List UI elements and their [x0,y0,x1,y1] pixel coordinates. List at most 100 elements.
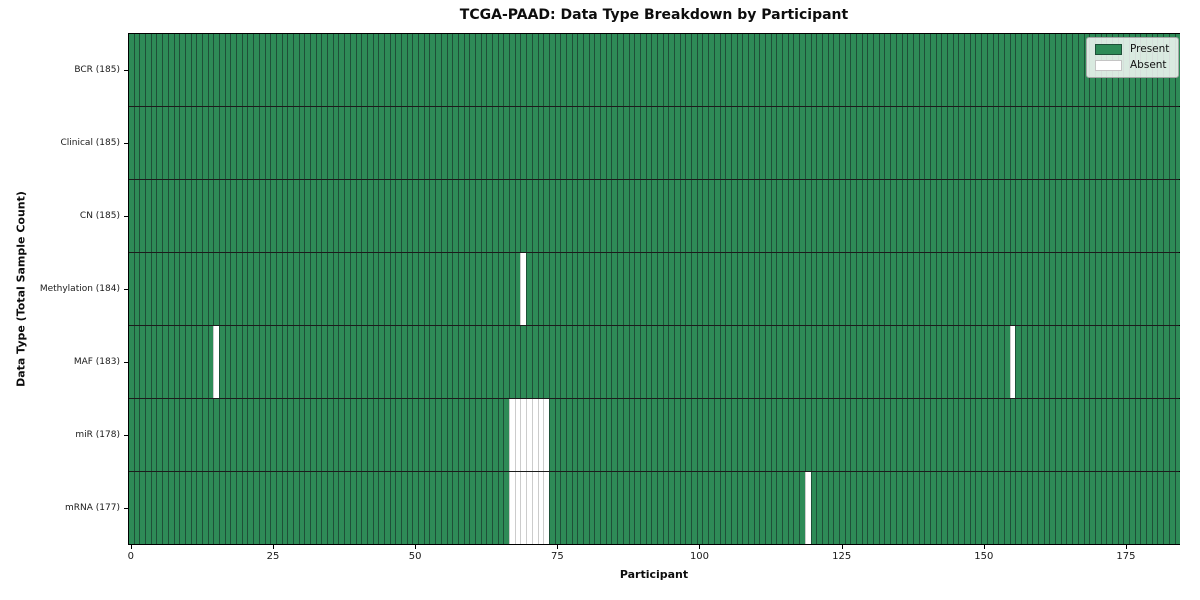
heatmap-cell [656,472,663,544]
heatmap-cell [674,326,680,398]
heatmap-cell [236,326,242,398]
heatmap-cell [520,253,527,325]
heatmap-cell [1094,180,1101,252]
heatmap-cell [1140,326,1147,398]
heatmap-cell [366,472,373,544]
heatmap-cell [878,107,885,179]
heatmap-cell [565,107,572,179]
heatmap-cell [577,326,583,398]
heatmap-cell [969,107,976,179]
heatmap-cell [1032,253,1038,325]
heatmap-cell [895,180,902,252]
heatmap-cell [782,326,788,398]
heatmap-cell [474,399,481,471]
heatmap-cell [742,472,748,544]
heatmap-cell [810,180,817,252]
heatmap-cell [1111,472,1118,544]
heatmap-cell [310,399,316,471]
heatmap-cell [389,107,396,179]
chart-title: TCGA-PAAD: Data Type Breakdown by Partic… [459,7,849,23]
heatmap-cell [548,180,555,252]
x-axis-tick-label: 50 [408,551,422,562]
heatmap-cell [1015,107,1021,179]
heatmap-cell [964,399,970,471]
heatmap-cell [184,107,191,179]
heatmap-cell [139,180,146,252]
heatmap-cell [264,472,271,544]
heatmap-cell [617,326,623,398]
heatmap-cell [691,107,697,179]
heatmap-cell [560,326,566,398]
heatmap-cell [981,180,987,252]
heatmap-cell [975,326,982,398]
heatmap-cell [725,472,731,544]
heatmap-cell [759,326,765,398]
heatmap-cell [514,180,521,252]
heatmap-cell [1066,107,1073,179]
heatmap-cell [935,472,942,544]
heatmap-cell [617,107,623,179]
heatmap-cell [480,253,487,325]
heatmap-cell [162,326,168,398]
heatmap-cell [304,326,310,398]
heatmap-cell [162,399,168,471]
heatmap-cell [975,180,982,252]
heatmap-cell [600,472,606,544]
heatmap-cell [1089,399,1095,471]
heatmap-cell [611,180,618,252]
heatmap-cell [725,253,731,325]
heatmap-cell [548,472,555,544]
heatmap-cell [270,34,276,106]
heatmap-cell [236,253,242,325]
heatmap-cell [770,34,777,106]
heatmap-cell [583,34,589,106]
heatmap-cell [321,34,328,106]
heatmap-cell [1032,180,1038,252]
heatmap-cell [702,472,709,544]
heatmap-cell [918,180,925,252]
heatmap-cell [1003,180,1010,252]
heatmap-cell [139,472,146,544]
heatmap-cell [873,326,879,398]
heatmap-cell [895,399,902,471]
heatmap-cell [1174,253,1181,325]
heatmap-cell [469,107,475,179]
heatmap-cell [645,399,652,471]
heatmap-cell [924,180,930,252]
legend-label: Present [1130,43,1170,55]
heatmap-cell [964,34,970,106]
heatmap-cell [1072,326,1078,398]
heatmap-cell [782,180,788,252]
heatmap-cell [469,399,475,471]
heatmap-cell [372,472,379,544]
heatmap-cell [1020,472,1027,544]
heatmap-cell [787,253,794,325]
heatmap-cell [537,253,544,325]
heatmap-cell [628,472,635,544]
heatmap-cell [503,399,510,471]
heatmap-cell [1055,326,1061,398]
heatmap-cell [321,472,328,544]
heatmap-cell [742,326,748,398]
heatmap-cell [981,326,987,398]
heatmap-cell [190,399,197,471]
heatmap-plot [128,33,1181,545]
heatmap-cell [935,107,942,179]
heatmap-cell [474,472,481,544]
heatmap-cell [338,34,345,106]
heatmap-cell [600,107,606,179]
heatmap-cell [827,34,834,106]
heatmap-cell [395,326,401,398]
heatmap-cell [1055,180,1061,252]
heatmap-cell [344,253,350,325]
heatmap-cell [1077,399,1084,471]
heatmap-cell [1038,34,1044,106]
heatmap-cell [253,326,259,398]
heatmap-cell [310,253,316,325]
heatmap-cell [310,107,316,179]
heatmap-cell [173,253,180,325]
heatmap-cell [958,34,965,106]
heatmap-cell [389,472,396,544]
heatmap-cell [275,472,282,544]
